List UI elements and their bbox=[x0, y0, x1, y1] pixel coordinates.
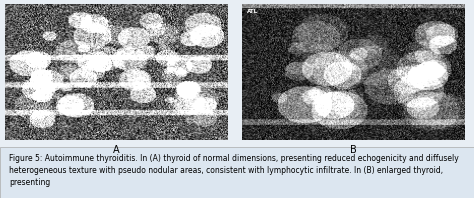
FancyBboxPatch shape bbox=[0, 147, 474, 198]
Text: Figure 5: Autoimmune thyroiditis. In (A) thyroid of normal dimensions, presentin: Figure 5: Autoimmune thyroiditis. In (A)… bbox=[9, 154, 459, 187]
Text: ATL: ATL bbox=[247, 10, 258, 14]
Text: A: A bbox=[113, 145, 119, 155]
Text: B: B bbox=[350, 145, 356, 155]
